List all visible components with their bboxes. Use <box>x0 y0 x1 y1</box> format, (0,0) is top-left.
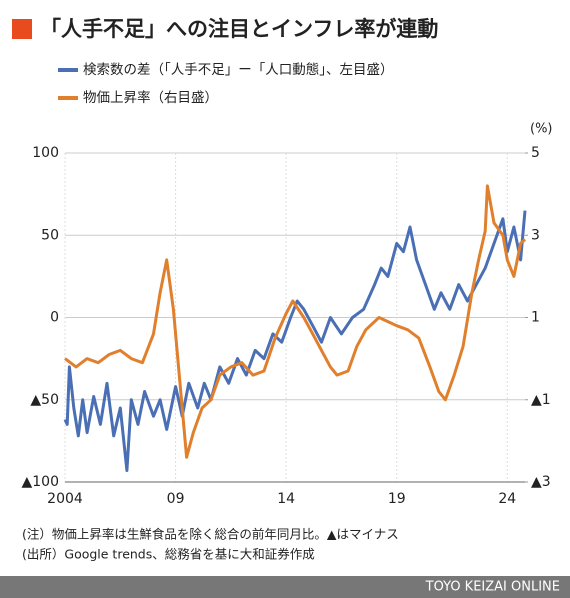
y-tick-label: ▲100 <box>22 474 60 490</box>
footer-bar <box>0 576 570 598</box>
y2-tick-label: 3 <box>531 227 540 243</box>
note: (注）物価上昇率は生鮮食品を除く総合の前年同月比。▲はマイナス <box>22 527 399 542</box>
chart-title: 「人手不足」への注目とインフレ率が連動 <box>40 17 438 41</box>
legend-label: 検索数の差（「人手不足」ー「人口動態」、左目盛） <box>83 62 394 78</box>
y-tick-label: 0 <box>50 310 59 326</box>
title-marker <box>12 19 32 39</box>
x-tick-label: 19 <box>388 491 406 507</box>
y2-tick-label: 1 <box>531 310 540 326</box>
series-line <box>63 210 527 472</box>
x-tick-label: 09 <box>167 491 185 507</box>
series-line <box>64 184 527 459</box>
x-tick-label: 14 <box>277 491 295 507</box>
x-tick-label: 2004 <box>47 491 83 507</box>
y2-unit: (%) <box>530 122 553 137</box>
x-tick-label: 24 <box>498 491 516 507</box>
y2-tick-label: 5 <box>531 145 540 161</box>
y-tick-label: ▲50 <box>30 392 59 408</box>
footer-source: TOYO KEIZAI ONLINE <box>425 580 560 595</box>
note: (出所）Google trends、総務省を基に大和証券作成 <box>22 547 315 562</box>
y2-tick-label: ▲3 <box>531 474 551 490</box>
y2-tick-label: ▲1 <box>531 392 551 408</box>
y-tick-label: 100 <box>32 145 59 161</box>
y-tick-label: 50 <box>41 227 59 243</box>
legend-label: 物価上昇率（右目盛） <box>83 89 218 106</box>
